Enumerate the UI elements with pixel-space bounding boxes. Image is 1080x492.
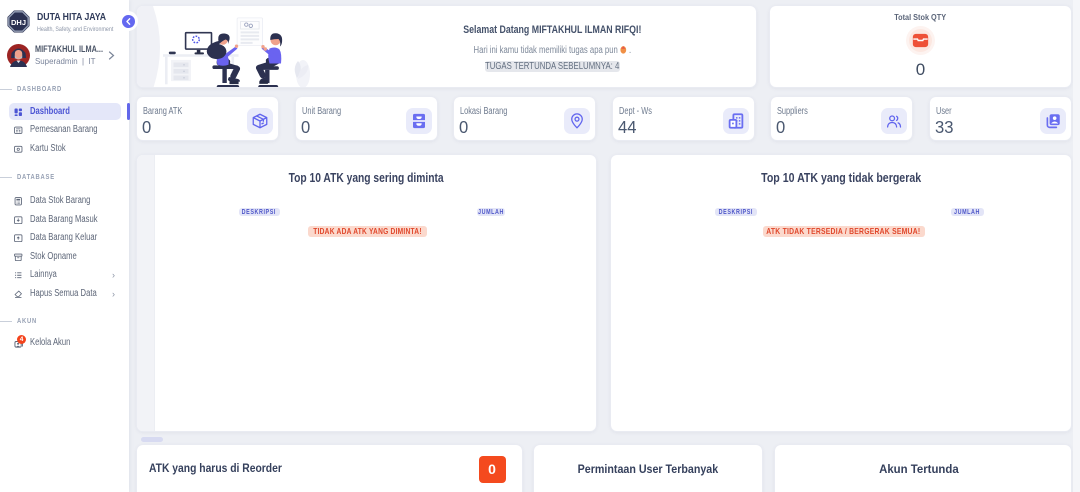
svg-text:DHJ: DHJ [11,18,26,27]
